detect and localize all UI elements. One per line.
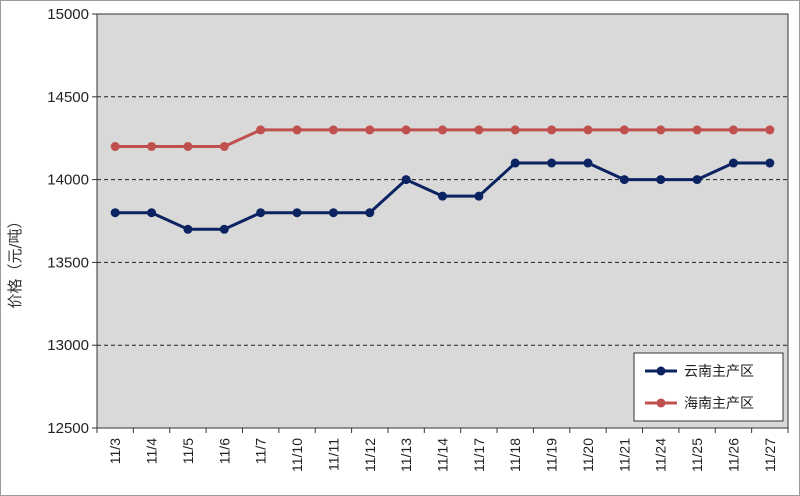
y-tick-label: 14500 bbox=[47, 89, 89, 106]
data-point bbox=[147, 141, 157, 151]
data-point bbox=[656, 125, 666, 135]
data-point bbox=[765, 158, 775, 168]
data-point bbox=[219, 141, 229, 151]
y-tick-label: 13000 bbox=[47, 337, 89, 354]
x-tick-label: 11/12 bbox=[362, 438, 378, 472]
series-0 bbox=[110, 158, 775, 234]
x-tick-label: 11/11 bbox=[325, 438, 341, 471]
data-point bbox=[692, 125, 702, 135]
x-tick-labels: 11/3 11/4 11/5 11/6 11/7 11/10 11/11 11/12 11/13… bbox=[107, 438, 778, 472]
x-tick-label: 11/10 bbox=[289, 438, 305, 472]
data-point bbox=[401, 125, 411, 135]
data-point bbox=[256, 208, 266, 218]
legend-label-yunnan: 云南主产区 bbox=[684, 364, 754, 380]
x-tick-label: 11/14 bbox=[435, 438, 451, 472]
data-point bbox=[765, 125, 775, 135]
x-tick-label: 11/5 bbox=[180, 438, 196, 464]
data-point bbox=[438, 125, 447, 135]
data-point bbox=[292, 208, 302, 218]
data-point bbox=[110, 141, 120, 151]
plot-border bbox=[96, 13, 789, 429]
data-point bbox=[583, 158, 593, 168]
series-1 bbox=[110, 125, 775, 151]
data-point bbox=[292, 125, 302, 135]
data-point bbox=[656, 175, 666, 185]
y-tick-label: 15000 bbox=[47, 6, 89, 23]
data-point bbox=[474, 191, 484, 201]
legend-label-hainan: 海南主产区 bbox=[684, 396, 754, 412]
x-tick-label: 11/17 bbox=[471, 438, 487, 472]
legend-box bbox=[633, 352, 784, 422]
data-point bbox=[728, 125, 738, 135]
x-tick-label: 11/13 bbox=[398, 438, 414, 472]
series-group bbox=[110, 125, 775, 234]
data-point bbox=[183, 224, 193, 234]
data-point bbox=[110, 208, 120, 218]
data-point bbox=[510, 125, 520, 135]
data-point bbox=[256, 125, 266, 135]
x-tick-label: 11/6 bbox=[216, 438, 232, 464]
data-point bbox=[547, 158, 557, 168]
data-point bbox=[365, 125, 375, 135]
y-tick-label: 14000 bbox=[47, 172, 89, 189]
data-point bbox=[583, 125, 593, 135]
y-axis-label: 价格（元/吨） bbox=[6, 213, 24, 308]
data-point bbox=[328, 125, 338, 135]
x-tick-label: 11/18 bbox=[507, 438, 523, 472]
legend-marker-yunnan bbox=[656, 366, 666, 376]
data-point bbox=[510, 158, 520, 168]
y-tick-label: 12500 bbox=[47, 420, 89, 437]
data-point bbox=[365, 208, 375, 218]
x-tick-label: 11/19 bbox=[544, 438, 560, 472]
x-tick-label: 11/21 bbox=[616, 438, 632, 472]
axes bbox=[92, 13, 789, 433]
y-tick-label: 13500 bbox=[47, 254, 89, 271]
legend: 云南主产区 海南主产区 bbox=[633, 352, 784, 422]
x-tick-label: 11/25 bbox=[689, 438, 705, 472]
x-tick-label: 11/27 bbox=[762, 438, 778, 472]
data-point bbox=[328, 208, 338, 218]
data-point bbox=[438, 191, 447, 201]
y-tick-labels: 12500 13000 13500 14000 14500 15000 bbox=[47, 6, 89, 437]
x-tick-label: 11/4 bbox=[144, 438, 160, 464]
data-point bbox=[474, 125, 484, 135]
data-point bbox=[619, 125, 629, 135]
legend-marker-hainan bbox=[656, 398, 666, 408]
x-tick-label: 11/24 bbox=[653, 438, 669, 472]
x-tick-label: 11/7 bbox=[253, 438, 269, 464]
x-tick-label: 11/3 bbox=[107, 438, 123, 464]
data-point bbox=[728, 158, 738, 168]
data-point bbox=[619, 175, 629, 185]
data-point bbox=[692, 175, 702, 185]
x-tick-label: 11/20 bbox=[580, 438, 596, 472]
x-tick-label: 11/26 bbox=[725, 438, 741, 472]
data-point bbox=[219, 224, 229, 234]
data-point bbox=[183, 141, 193, 151]
data-point bbox=[401, 175, 411, 185]
data-point bbox=[547, 125, 557, 135]
data-point bbox=[147, 208, 157, 218]
